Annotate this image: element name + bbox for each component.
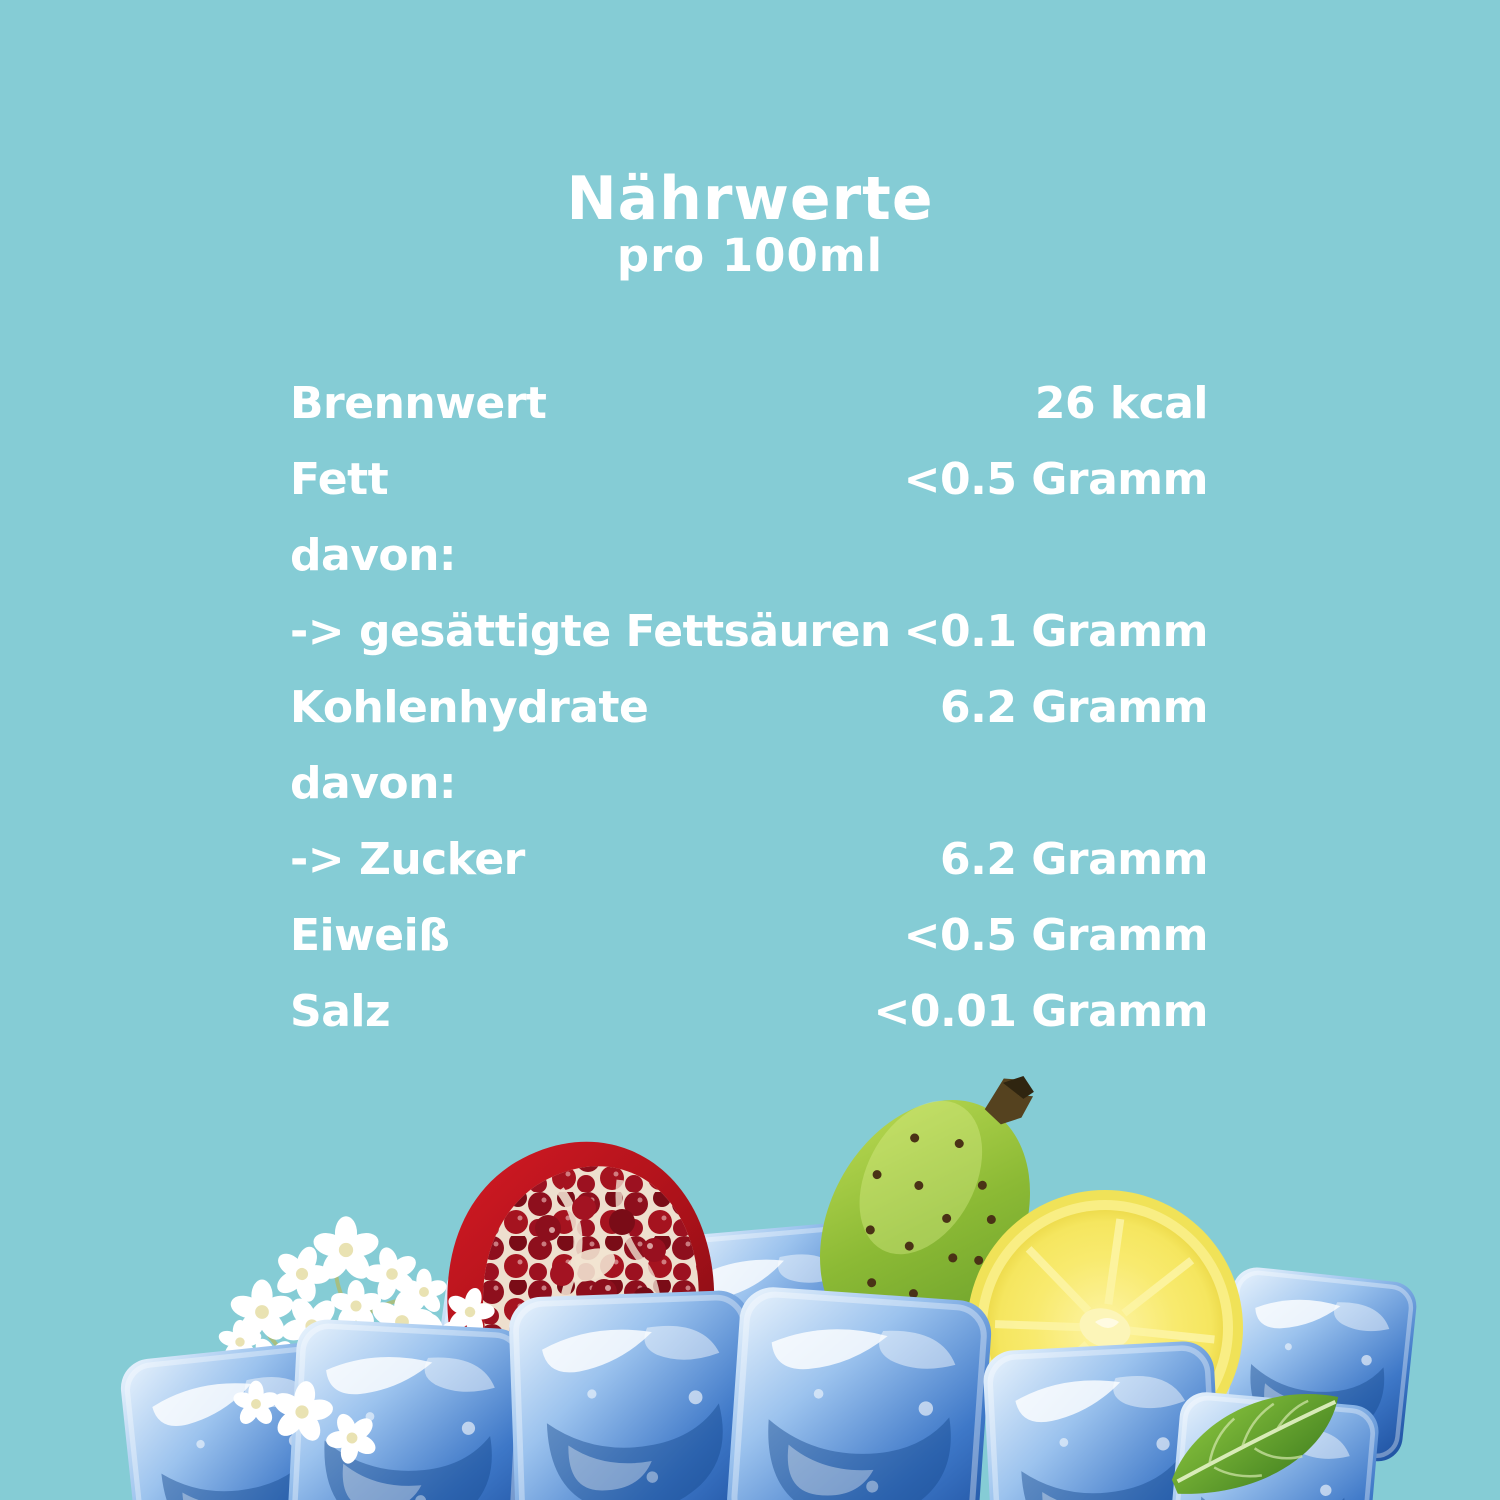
nutrient-label: Fett [290,454,389,505]
nutrient-label: davon: [290,758,457,809]
nutrient-value: 6.2 Gramm [940,834,1208,885]
fruit-illustration-svg [0,1076,1500,1500]
table-row: Eiweiß <0.5 Gramm [290,910,1209,988]
fruit-illustration [0,1060,1500,1500]
table-row: Fett <0.5 Gramm [290,454,1209,532]
nutrition-table: Brennwert 26 kcal Fett <0.5 Gramm davon:… [290,378,1209,1064]
nutrient-label: Kohlenhydrate [290,682,649,733]
nutrient-label: -> gesättigte Fettsäuren [290,606,891,657]
header: Nährwerte pro 100ml [0,168,1500,281]
nutrient-label: -> Zucker [290,834,525,885]
nutrient-value: 26 kcal [1034,378,1209,429]
nutrient-label: davon: [290,530,457,581]
nutrient-value: <0.5 Gramm [903,910,1209,961]
table-row: Brennwert 26 kcal [290,378,1209,456]
nutrient-value: <0.1 Gramm [903,606,1209,657]
table-row: davon: [290,758,1208,836]
cactus-stem [984,1076,1034,1125]
table-row: davon: [290,530,1208,608]
nutrient-label: Brennwert [290,378,547,429]
page-subtitle: pro 100ml [616,229,884,282]
table-row: -> gesättigte Fettsäuren <0.1 Gramm [290,606,1209,684]
nutrient-value: <0.01 Gramm [873,986,1209,1037]
nutrient-label: Salz [290,986,391,1037]
nutrient-label: Eiweiß [290,910,450,961]
table-row: Kohlenhydrate 6.2 Gramm [290,682,1208,760]
table-row: -> Zucker 6.2 Gramm [290,834,1208,912]
mint-leaf-image [1171,1393,1339,1494]
cactus-fig-image [819,1076,1034,1350]
table-row: Salz <0.01 Gramm [290,986,1209,1064]
nutrient-value: <0.5 Gramm [903,454,1209,505]
nutrient-value: 6.2 Gramm [940,682,1208,733]
page-title: Nährwerte [566,164,934,234]
